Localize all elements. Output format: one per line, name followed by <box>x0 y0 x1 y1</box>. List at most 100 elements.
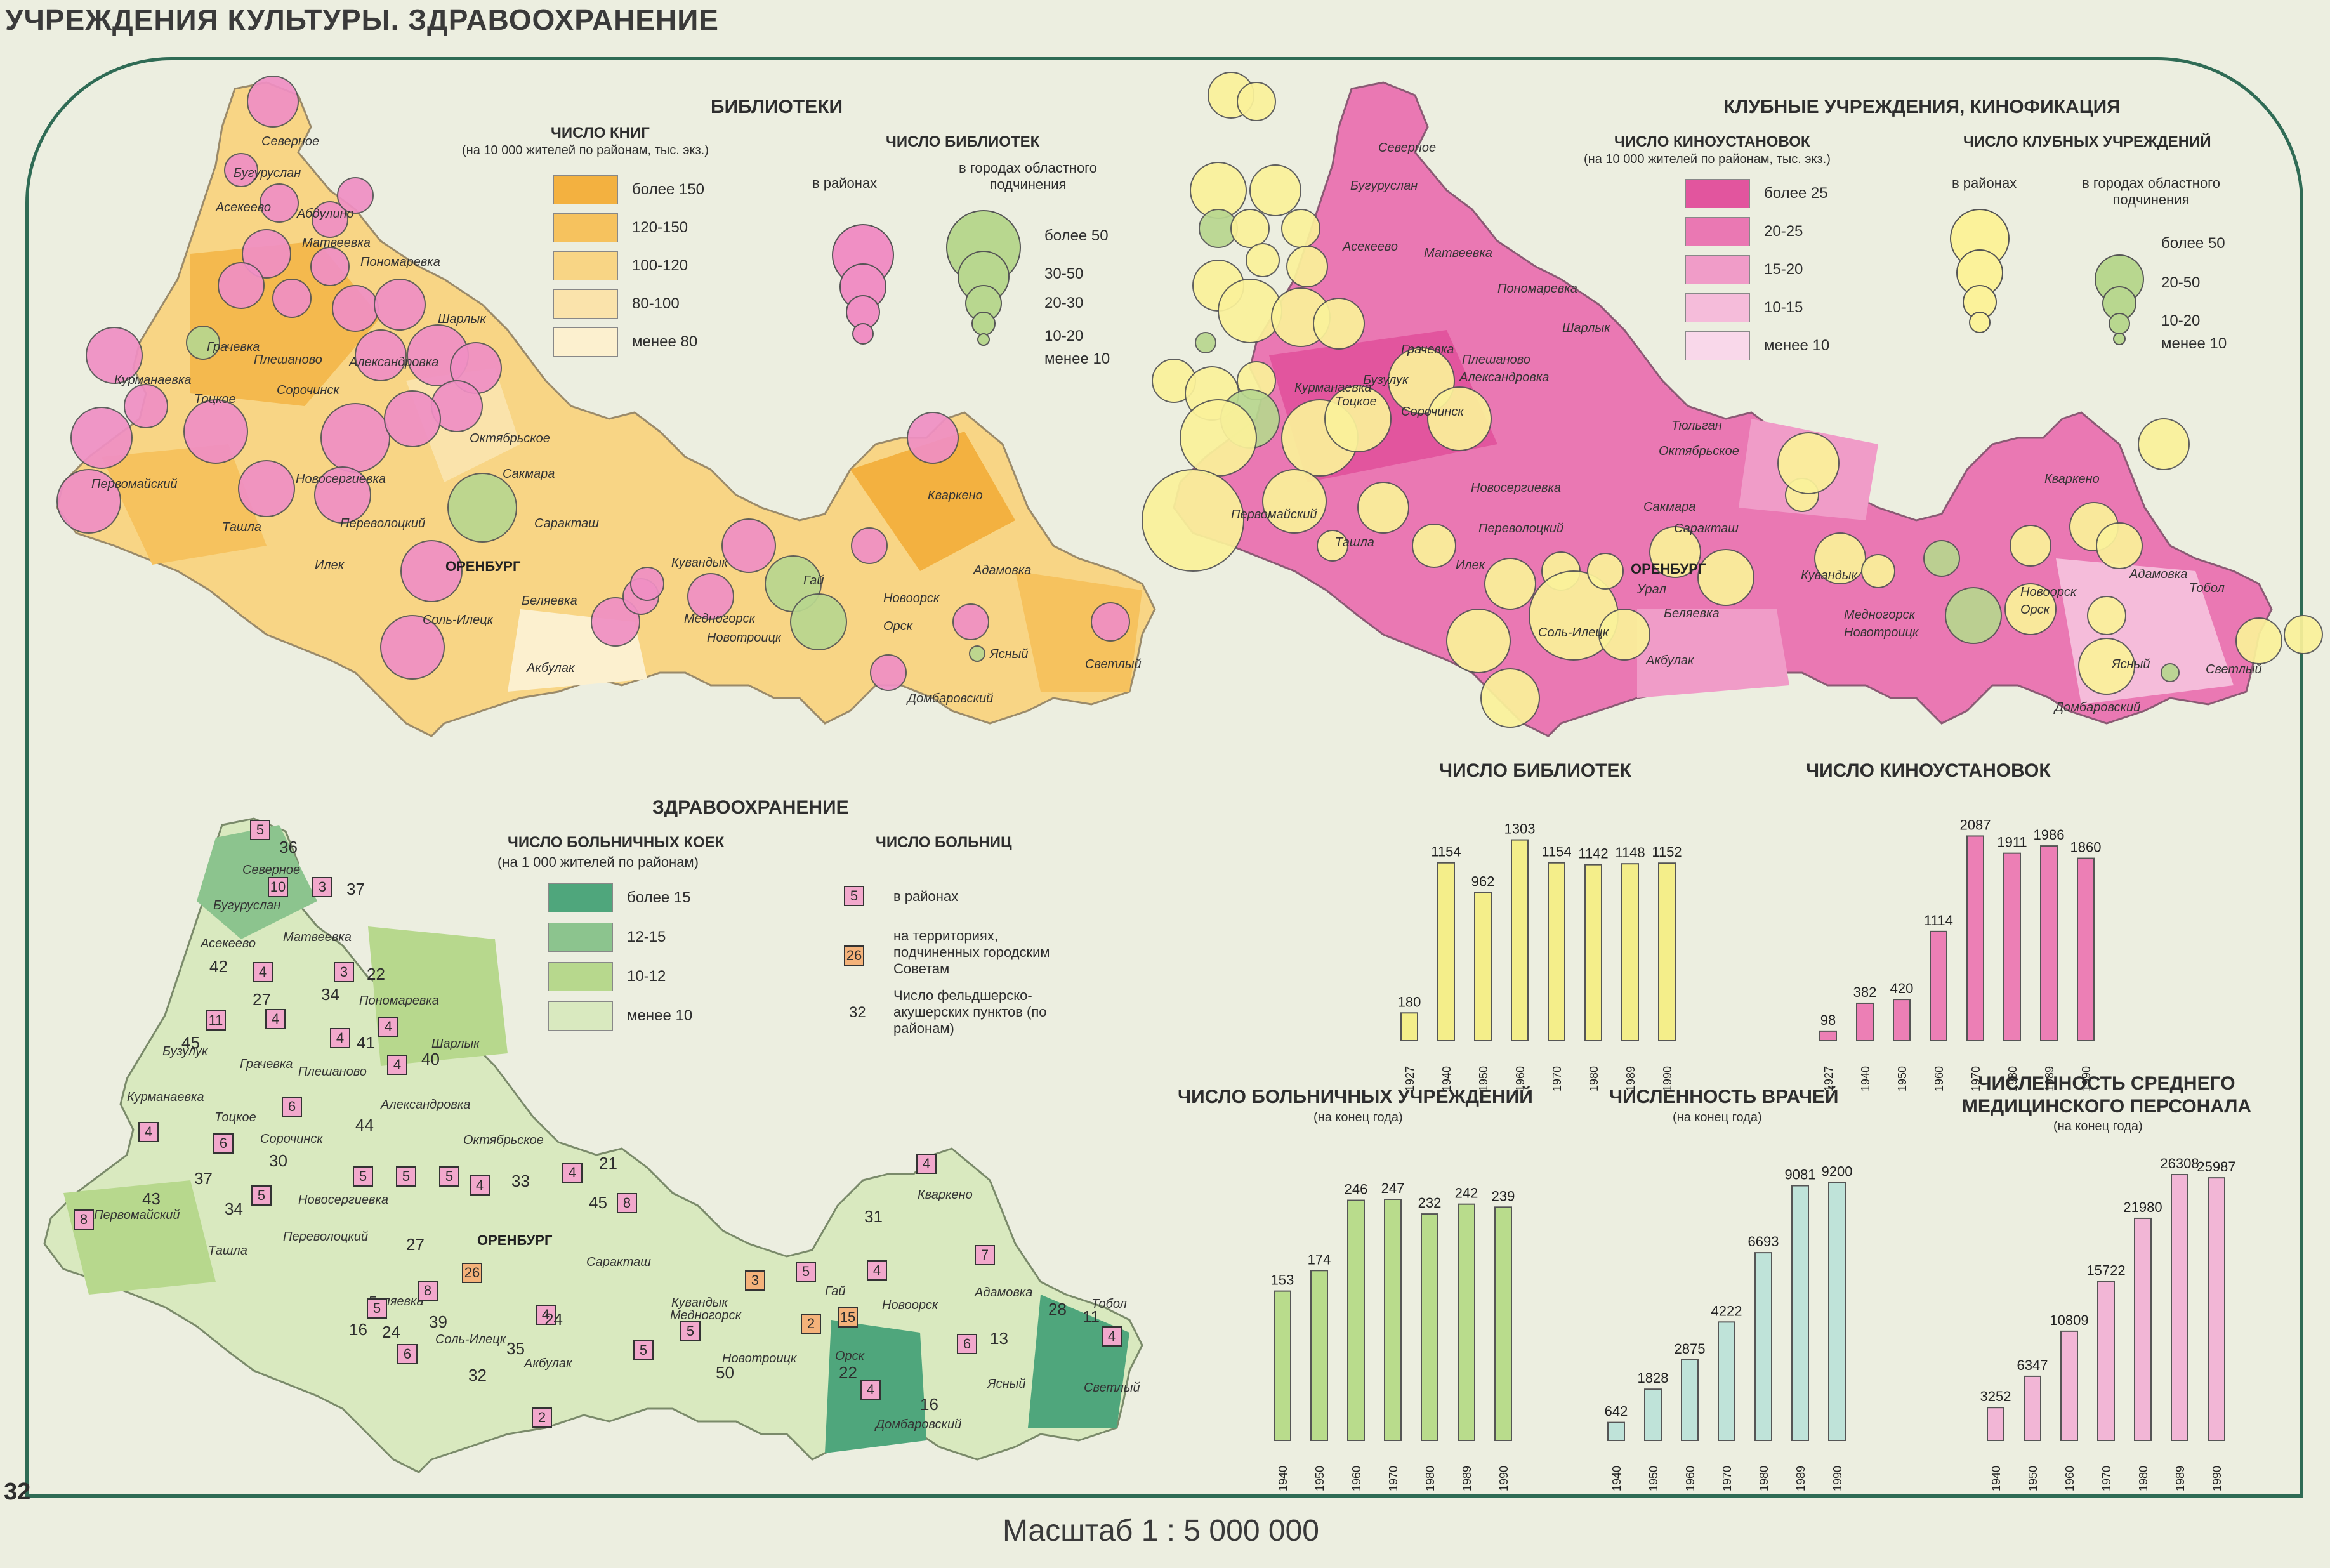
hospital-box: 3 <box>334 962 354 982</box>
place-label: Плешаново <box>1462 353 1530 367</box>
place-label: Бугуруслан <box>213 899 281 912</box>
bar-value-label: 420 <box>1890 980 1914 996</box>
map-symbol-circle <box>1945 587 2002 644</box>
bar <box>1474 892 1492 1042</box>
place-label: Шарлык <box>438 312 486 326</box>
legend-label: менее 10 <box>1764 337 1830 354</box>
map-symbol-circle <box>337 177 374 214</box>
map-symbol-circle <box>242 229 291 279</box>
legend-label: 10-12 <box>627 968 666 985</box>
legend-label: более 25 <box>1764 185 1828 202</box>
bar-value-label: 1828 <box>1638 1370 1669 1386</box>
club-size-legend <box>1950 209 2144 345</box>
chart-title-hospitals: ЧИСЛО БОЛЬНИЧНЫХ УЧРЕЖДЕНИЙ <box>1178 1086 1533 1107</box>
hospital-city-box: 26 <box>462 1263 482 1283</box>
bar-value-label: 1154 <box>1431 844 1461 860</box>
place-label: Асекеево <box>216 201 272 214</box>
place-label: Новотроицк <box>1844 626 1919 640</box>
hospital-box: 4 <box>562 1163 582 1183</box>
place-label: Тобол <box>1091 1297 1127 1311</box>
legend-swatch <box>1685 179 1750 208</box>
bar <box>1893 999 1911 1042</box>
legend-row: менее 10 <box>1685 331 1829 360</box>
bar-value-label: 1860 <box>2070 840 2102 855</box>
legend-row: 15-20 <box>1685 255 1803 284</box>
hospital-box: 8 <box>418 1281 438 1301</box>
map-symbol-circle <box>314 466 371 524</box>
bar <box>1494 1206 1512 1442</box>
bar <box>1621 863 1639 1041</box>
category-tick-label: 1980 <box>2006 1066 2019 1091</box>
map-symbol-circle <box>1446 609 1511 673</box>
place-label: Саракташ <box>534 517 599 530</box>
hospital-box: 4 <box>470 1175 490 1196</box>
legend-label: более 150 <box>632 181 704 198</box>
feldsher-count: 34 <box>225 1199 243 1218</box>
place-label: Александровка <box>381 1098 471 1112</box>
legend-label: 12-15 <box>627 928 666 945</box>
map-symbol-circle <box>952 603 989 640</box>
feldsher-count: 22 <box>839 1363 857 1382</box>
map-symbol-circle <box>1412 524 1456 568</box>
map-symbol-circle <box>310 247 350 286</box>
map-symbol-circle <box>1286 246 1328 287</box>
legend-label: 120-150 <box>632 219 688 236</box>
feldsher-count: 24 <box>544 1310 563 1329</box>
hospital-box: 5 <box>439 1166 459 1187</box>
hospital-box: 6 <box>957 1334 977 1354</box>
map-symbol-circle <box>907 412 959 464</box>
place-label: Сакмара <box>503 467 555 481</box>
place-label: Новосергиевка <box>296 472 386 486</box>
map-symbol-circle <box>247 76 299 128</box>
legend-swatch <box>1685 331 1750 360</box>
hospital-box: 4 <box>387 1055 407 1075</box>
legend-label: 15-20 <box>1764 261 1803 278</box>
beds-legend-subtitle: (на 1 000 жителей по районам) <box>497 854 699 870</box>
feldsher-count: 39 <box>429 1312 447 1331</box>
size-label: более 50 <box>1044 227 1109 244</box>
bar <box>2171 1174 2188 1441</box>
bar <box>1511 839 1529 1041</box>
library-section-title: БИБЛИОТЕКИ <box>711 96 843 117</box>
bar-value-label: 1114 <box>1924 912 1953 928</box>
legend-row: 10-12 <box>548 962 666 991</box>
map-scale: Масштаб 1 : 5 000 000 <box>1003 1514 1319 1548</box>
map-symbol-circle <box>1814 532 1866 584</box>
map-symbol-circle <box>2138 418 2190 470</box>
chart-subtitle-nurses: (на конец года) <box>2053 1119 2143 1133</box>
place-label: Новосергиевка <box>1471 481 1562 495</box>
bar <box>1548 862 1565 1041</box>
library-size-legend <box>832 210 1021 346</box>
bar-value-label: 1152 <box>1652 844 1682 860</box>
hospital-box: 5 <box>680 1321 701 1341</box>
map-symbol-circle <box>1923 540 1960 577</box>
size-label: более 50 <box>2161 235 2225 252</box>
map-symbol-circle <box>1861 554 1895 588</box>
category-tick-label: 1950 <box>1647 1466 1660 1491</box>
map-symbol-circle <box>1237 82 1276 121</box>
hospital-box: 5 <box>251 1185 272 1206</box>
place-label: Беляевка <box>1664 607 1720 621</box>
map-symbol-circle <box>312 201 348 238</box>
category-tick-label: 1980 <box>1758 1466 1770 1491</box>
place-label: Ташла <box>1335 536 1374 550</box>
feldsher-count: 24 <box>382 1322 400 1341</box>
map-symbol-circle <box>1246 243 1280 277</box>
bar <box>1274 1290 1291 1441</box>
place-label: Грачевка <box>240 1057 293 1071</box>
feldsher-count: 37 <box>194 1169 213 1188</box>
hospital-box: 5 <box>796 1262 816 1282</box>
chart-subtitle-doctors: (на конец года) <box>1673 1110 1762 1124</box>
place-label: Ясный <box>990 647 1029 661</box>
place-label: Плешаново <box>298 1065 367 1079</box>
category-tick-label: 1989 <box>1461 1466 1473 1491</box>
club-circles <box>1142 72 2323 728</box>
district-fill <box>1637 609 1789 698</box>
map-symbol-circle <box>86 327 143 384</box>
map-symbol-circle <box>374 279 426 331</box>
place-label: Октябрьское <box>470 432 550 445</box>
place-label: Ташла <box>222 520 261 534</box>
place-label: Адамовка <box>975 1286 1033 1300</box>
legend-swatch <box>1685 293 1750 322</box>
bar-value-label: 153 <box>1271 1272 1294 1288</box>
